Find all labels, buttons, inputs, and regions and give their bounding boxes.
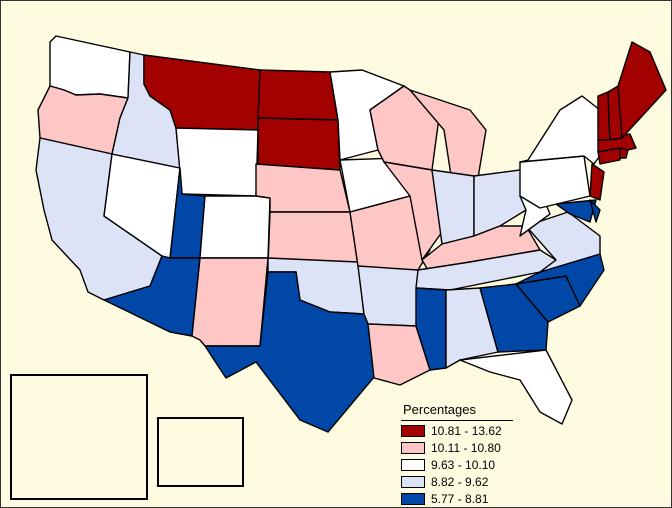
legend-swatch-4	[401, 475, 425, 488]
legend-item-5: 5.77 - 8.81	[401, 491, 513, 506]
state-ar	[357, 265, 419, 327]
state-wy	[175, 127, 259, 197]
legend-swatch-2	[401, 441, 425, 454]
legend-swatch-3	[401, 458, 425, 471]
hawaii-inset-box	[157, 417, 244, 487]
legend-item-1: 10.81 - 13.62	[401, 423, 513, 438]
legend-label-2: 10.11 - 10.80	[431, 440, 501, 455]
legend-label-4: 8.82 - 9.62	[431, 474, 489, 489]
state-ne	[255, 163, 351, 213]
legend-item-3: 9.63 - 10.10	[401, 457, 513, 472]
legend: Percentages 10.81 - 13.62 10.11 - 10.80 …	[401, 402, 513, 506]
legend-swatch-1	[401, 424, 425, 437]
state-nj	[589, 163, 605, 201]
alaska-inset-box	[10, 374, 148, 500]
states-layer	[35, 35, 667, 433]
state-wa	[49, 35, 131, 99]
state-il	[383, 161, 443, 261]
legend-title: Percentages	[401, 402, 513, 421]
state-ny	[519, 95, 605, 165]
state-md	[555, 199, 597, 223]
state-co	[199, 195, 271, 259]
legend-label-5: 5.77 - 8.81	[431, 491, 489, 506]
state-sd	[257, 117, 341, 171]
legend-item-2: 10.11 - 10.80	[401, 440, 513, 455]
state-tx	[204, 271, 381, 433]
state-ms	[415, 287, 447, 371]
state-nd	[257, 69, 339, 121]
state-oh	[473, 169, 527, 237]
state-ga	[479, 283, 549, 353]
legend-label-3: 9.63 - 10.10	[431, 457, 496, 472]
state-pa	[519, 155, 591, 209]
state-fl	[459, 349, 573, 425]
legend-swatch-5	[401, 492, 425, 505]
state-la	[367, 323, 431, 386]
legend-label-1: 10.81 - 13.62	[431, 423, 502, 438]
state-me	[617, 41, 667, 139]
legend-item-4: 8.82 - 9.62	[401, 474, 513, 489]
state-nm	[191, 257, 269, 347]
state-de	[589, 199, 601, 223]
